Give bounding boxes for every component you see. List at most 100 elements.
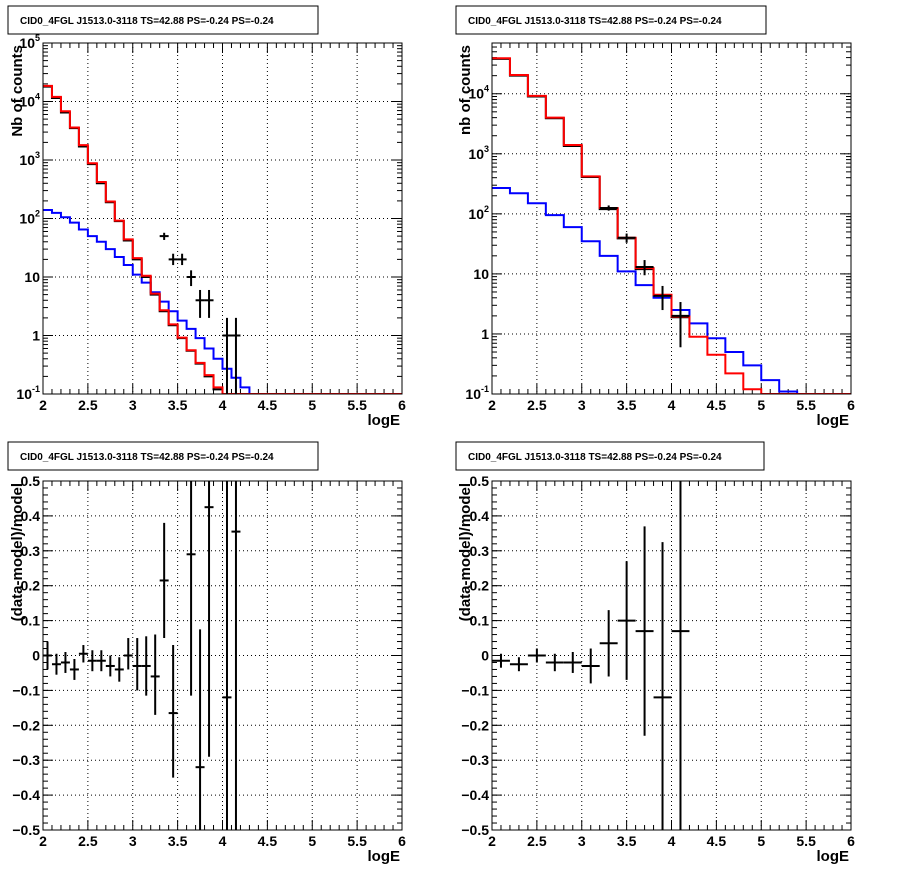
title-box (455, 5, 767, 35)
data-point (527, 648, 546, 663)
y-tick-label: 0.4 (21, 508, 41, 524)
data-point (509, 657, 528, 672)
y-tick-label: 10-1 (16, 384, 40, 402)
data-point (60, 652, 70, 673)
x-tick-label: 6 (847, 833, 855, 849)
data-point (105, 655, 115, 677)
x-tick-label: 3.5 (617, 833, 637, 849)
x-tick-label: 2 (488, 397, 496, 413)
y-tick-label: −0.1 (12, 682, 40, 698)
panel-bottom-right: CID0_4FGL J1513.0-3118 TS=42.88 PS=-0.24… (455, 441, 855, 865)
y-axis-label: (data-model)/model (457, 483, 474, 621)
data-point (222, 317, 232, 394)
x-tick-label: 3 (129, 833, 137, 849)
data-point (186, 270, 196, 287)
x-tick-label: 3.5 (168, 833, 188, 849)
y-tick-label: −0.1 (461, 682, 489, 698)
data-point (69, 658, 79, 680)
title-box (7, 5, 319, 35)
step-series-0 (43, 208, 402, 394)
y-tick-label: −0.5 (461, 822, 489, 838)
x-tick-label: 3.5 (617, 397, 637, 413)
x-tick-label: 3 (129, 397, 137, 413)
data-point (168, 253, 178, 266)
x-tick-label: 5 (308, 833, 316, 849)
panel-top-right: CID0_4FGL J1513.0-3118 TS=42.88 PS=-0.24… (455, 5, 855, 429)
data-point (581, 648, 600, 684)
y-tick-label: −0.3 (461, 752, 489, 768)
data-point (617, 561, 636, 680)
x-tick-label: 5 (308, 397, 316, 413)
chart-title: CID0_4FGL J1513.0-3118 TS=42.88 PS=-0.24… (468, 452, 722, 463)
x-tick-label: 4.5 (258, 833, 278, 849)
y-tick-label: −0.5 (12, 822, 40, 838)
chart-title: CID0_4FGL J1513.0-3118 TS=42.88 PS=-0.24… (468, 16, 722, 27)
data-point (617, 233, 636, 243)
y-tick-label: 102 (19, 209, 40, 227)
data-point (204, 289, 214, 318)
y-axis-label: nb of counts (457, 45, 474, 135)
data-point (43, 641, 52, 670)
x-tick-label: 5.5 (347, 833, 367, 849)
y-tick-label: −0.3 (12, 752, 40, 768)
step-series-1 (43, 85, 232, 394)
data-point (231, 481, 241, 830)
x-tick-label: 5.5 (796, 397, 816, 413)
data-point (671, 481, 690, 830)
x-tick-label: 2.5 (78, 397, 98, 413)
data-point (186, 481, 196, 696)
x-tick-label: 2.5 (78, 833, 98, 849)
plot-frame (42, 480, 403, 831)
x-tick-label: 4 (668, 833, 676, 849)
data-point (114, 657, 124, 682)
x-tick-label: 6 (398, 833, 406, 849)
x-tick-label: 5.5 (796, 833, 816, 849)
data-point (159, 232, 169, 240)
data-point (177, 253, 187, 266)
x-tick-label: 4 (668, 397, 676, 413)
x-tick-label: 2 (39, 833, 47, 849)
data-point (195, 629, 205, 830)
y-tick-label: 0.2 (470, 578, 490, 594)
data-point (87, 650, 97, 672)
data-point (635, 526, 654, 736)
data-point (168, 645, 178, 778)
plot-frame (491, 480, 852, 831)
y-tick-label: 0 (32, 648, 40, 664)
x-tick-label: 4 (219, 833, 227, 849)
y-tick-label: 10 (473, 266, 489, 282)
y-tick-label: 1 (32, 328, 40, 344)
y-tick-label: 10-1 (465, 384, 489, 402)
data-point (78, 645, 88, 663)
y-tick-label: 10 (24, 269, 40, 285)
x-tick-label: 6 (847, 397, 855, 413)
y-tick-label: 0.3 (21, 543, 41, 559)
step-series-2 (492, 57, 851, 394)
data-point (150, 634, 160, 715)
plot-area (43, 481, 241, 830)
plot-area (492, 57, 851, 394)
data-point (222, 481, 232, 830)
data-point (599, 205, 618, 211)
data-point (653, 285, 672, 311)
x-tick-label: 2.5 (527, 397, 547, 413)
data-point (545, 653, 564, 672)
x-tick-label: 4.5 (258, 397, 278, 413)
y-tick-label: 103 (19, 150, 40, 168)
x-tick-label: 2.5 (527, 833, 547, 849)
y-tick-label: 0.1 (470, 613, 490, 629)
data-point (204, 481, 214, 757)
x-axis-label: logE (817, 848, 850, 865)
x-tick-label: 4 (219, 397, 227, 413)
y-tick-label: 105 (19, 33, 40, 51)
data-point (141, 636, 151, 696)
chart-title: CID0_4FGL J1513.0-3118 TS=42.88 PS=-0.24… (20, 16, 274, 27)
plot-area (492, 481, 690, 830)
x-axis-label: logE (368, 412, 401, 429)
data-point (563, 652, 582, 673)
y-tick-label: 1 (481, 326, 489, 342)
data-point (96, 650, 106, 672)
data-point (123, 638, 133, 670)
x-tick-label: 4.5 (707, 833, 727, 849)
data-point (599, 610, 618, 677)
